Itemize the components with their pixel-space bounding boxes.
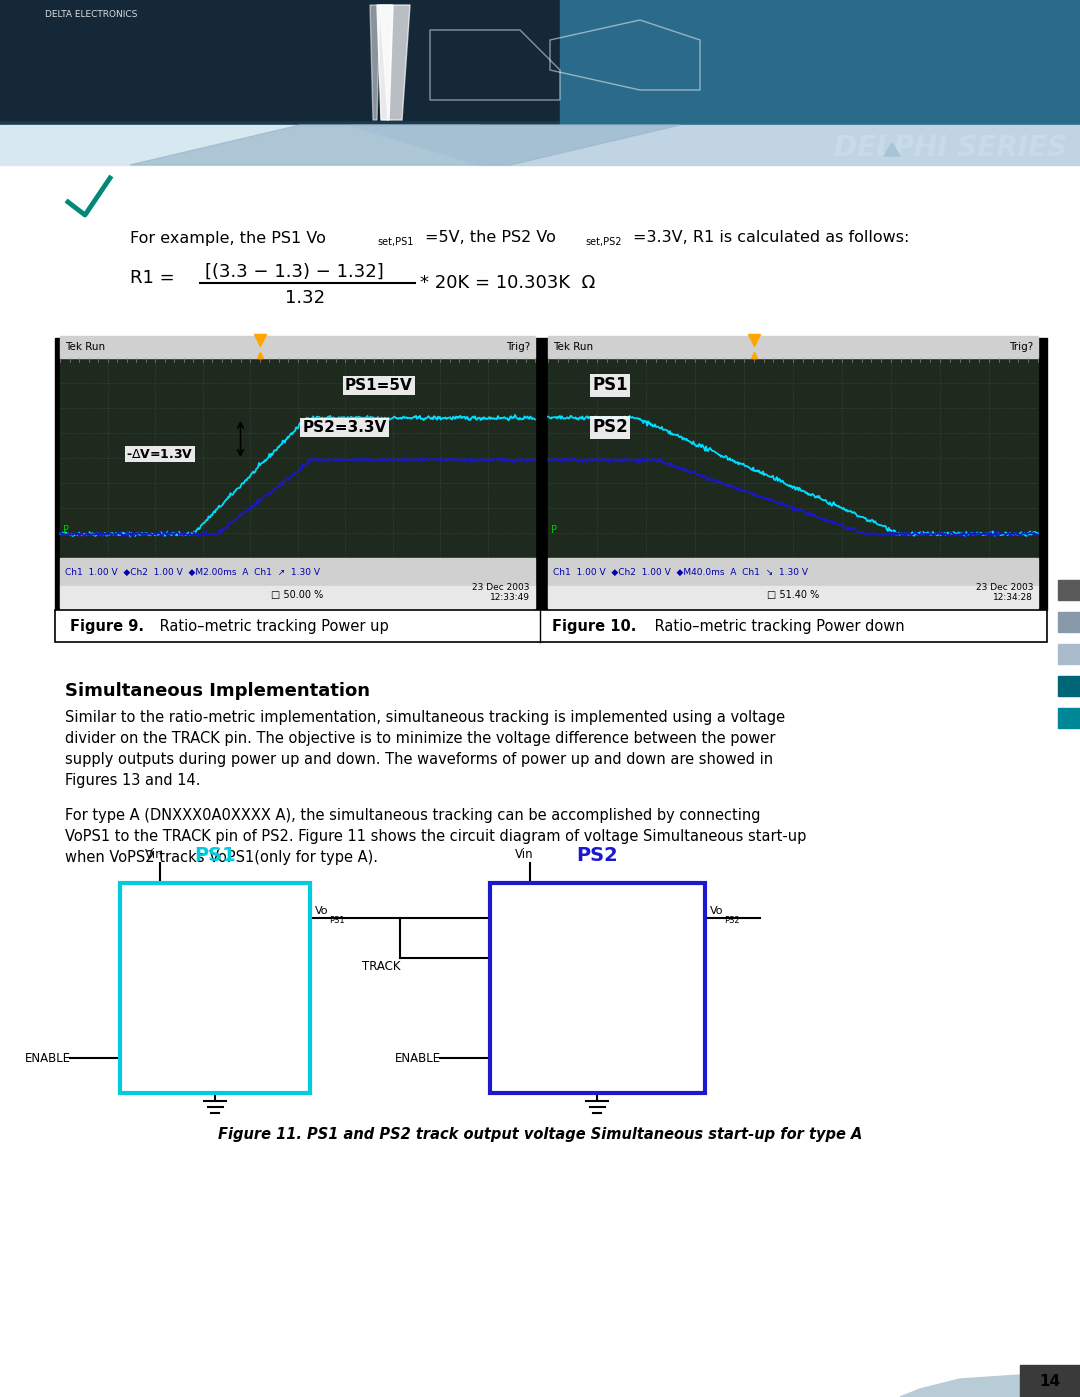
Polygon shape	[377, 6, 393, 120]
Text: Figure 11. PS1 and PS2 track output voltage Simultaneous start-up for type A: Figure 11. PS1 and PS2 track output volt…	[218, 1127, 862, 1143]
Text: For type A (DNXXX0A0XXXX A), the simultaneous tracking can be accomplished by co: For type A (DNXXX0A0XXXX A), the simulta…	[65, 807, 760, 823]
Bar	[490, 883, 705, 1092]
Bar	[1058, 612, 1080, 631]
Text: PS1: PS1	[592, 376, 627, 394]
Bar	[561, 0, 1080, 124]
Text: Figure 9.: Figure 9.	[70, 619, 144, 633]
Text: Figure 10.: Figure 10.	[552, 619, 636, 633]
Text: [(3.3 − 1.3) − 1.32]: [(3.3 − 1.3) − 1.32]	[205, 263, 383, 281]
Text: For example, the PS1 Vo: For example, the PS1 Vo	[130, 231, 326, 246]
Polygon shape	[380, 6, 410, 120]
Bar	[55, 610, 1047, 643]
Text: Simultaneous Implementation: Simultaneous Implementation	[65, 682, 370, 700]
Bar	[0, 0, 561, 120]
Bar	[1058, 580, 1080, 599]
Text: □ 50.00 %: □ 50.00 %	[271, 590, 324, 599]
Text: PS2: PS2	[724, 916, 740, 925]
Bar	[0, 124, 480, 165]
Bar	[60, 358, 535, 557]
Bar	[0, 0, 1080, 124]
Text: P: P	[63, 525, 69, 535]
Text: Vin: Vin	[515, 848, 534, 861]
Text: VoPS1 to the TRACK pin of PS2. Figure 11 shows the circuit diagram of voltage Si: VoPS1 to the TRACK pin of PS2. Figure 11…	[65, 828, 807, 844]
Text: Similar to the ratio-metric implementation, simultaneous tracking is implemented: Similar to the ratio-metric implementati…	[65, 710, 785, 725]
Text: DELPHI SERIES: DELPHI SERIES	[834, 134, 1067, 162]
Text: TRACK: TRACK	[362, 960, 401, 972]
Text: Ch1  1.00 V  ◆Ch2  1.00 V  ◆M40.0ms  A  Ch1  ↘  1.30 V: Ch1 1.00 V ◆Ch2 1.00 V ◆M40.0ms A Ch1 ↘ …	[553, 567, 808, 577]
Text: Vo: Vo	[315, 907, 328, 916]
Text: Ch1  1.00 V  ◆Ch2  1.00 V  ◆M2.00ms  A  Ch1  ↗  1.30 V: Ch1 1.00 V ◆Ch2 1.00 V ◆M2.00ms A Ch1 ↗ …	[65, 567, 320, 577]
Bar	[60, 585, 535, 608]
Text: Tek Run: Tek Run	[65, 342, 105, 352]
Text: P: P	[551, 525, 557, 535]
Bar	[60, 557, 535, 585]
Text: ENABLE: ENABLE	[25, 1052, 71, 1065]
Text: 14: 14	[1039, 1373, 1061, 1389]
Text: Figures 13 and 14.: Figures 13 and 14.	[65, 773, 201, 788]
Polygon shape	[370, 6, 380, 120]
Text: Ratio–metric tracking Power up: Ratio–metric tracking Power up	[156, 619, 389, 633]
Text: PS1: PS1	[194, 847, 235, 865]
Text: PS2=3.3V: PS2=3.3V	[302, 420, 387, 434]
Text: Vin: Vin	[145, 848, 164, 861]
Text: -$\Delta$V=1.3V: -$\Delta$V=1.3V	[126, 447, 194, 461]
Polygon shape	[885, 142, 900, 156]
Text: PS2: PS2	[577, 847, 619, 865]
Text: R1 =: R1 =	[130, 270, 175, 286]
Text: divider on the TRACK pin. The objective is to minimize the voltage difference be: divider on the TRACK pin. The objective …	[65, 731, 775, 746]
Text: 23 Dec 2003
12:33:49: 23 Dec 2003 12:33:49	[473, 583, 530, 602]
Bar	[548, 358, 1038, 557]
Text: □ 51.40 %: □ 51.40 %	[767, 590, 819, 599]
Bar	[1058, 676, 1080, 696]
Text: 1.32: 1.32	[285, 289, 325, 307]
Text: Vo: Vo	[710, 907, 724, 916]
Bar	[548, 585, 1038, 608]
Text: set,PS2: set,PS2	[585, 237, 621, 247]
Text: Trig?: Trig?	[505, 342, 530, 352]
Text: set,PS1: set,PS1	[377, 237, 414, 247]
Polygon shape	[350, 124, 1080, 165]
Text: PS1: PS1	[329, 916, 345, 925]
Bar	[120, 883, 310, 1092]
Text: Tek Run: Tek Run	[553, 342, 593, 352]
Text: ENABLE: ENABLE	[395, 1052, 441, 1065]
Text: supply outputs during power up and down. The waveforms of power up and down are : supply outputs during power up and down.…	[65, 752, 773, 767]
Bar	[60, 337, 535, 358]
Bar	[1058, 644, 1080, 664]
Text: =3.3V, R1 is calculated as follows:: =3.3V, R1 is calculated as follows:	[633, 231, 909, 246]
Text: PS1=5V: PS1=5V	[345, 379, 413, 393]
Text: Ratio–metric tracking Power down: Ratio–metric tracking Power down	[650, 619, 905, 633]
Bar	[548, 337, 1038, 358]
Bar	[1058, 708, 1080, 728]
Polygon shape	[130, 124, 680, 165]
Text: Trig?: Trig?	[1009, 342, 1032, 352]
Polygon shape	[900, 1375, 1020, 1397]
Text: PS2: PS2	[592, 418, 627, 436]
Text: DELTA ELECTRONICS: DELTA ELECTRONICS	[45, 10, 137, 20]
Text: =5V, the PS2 Vo: =5V, the PS2 Vo	[426, 231, 556, 246]
Bar	[548, 557, 1038, 585]
Text: 23 Dec 2003
12:34:28: 23 Dec 2003 12:34:28	[975, 583, 1032, 602]
Bar	[1020, 1365, 1080, 1397]
Bar	[55, 338, 1047, 610]
Text: * 20K = 10.303K  Ω: * 20K = 10.303K Ω	[420, 274, 595, 292]
Text: when VoPS2 tracks VoPS1(only for type A).: when VoPS2 tracks VoPS1(only for type A)…	[65, 849, 378, 865]
